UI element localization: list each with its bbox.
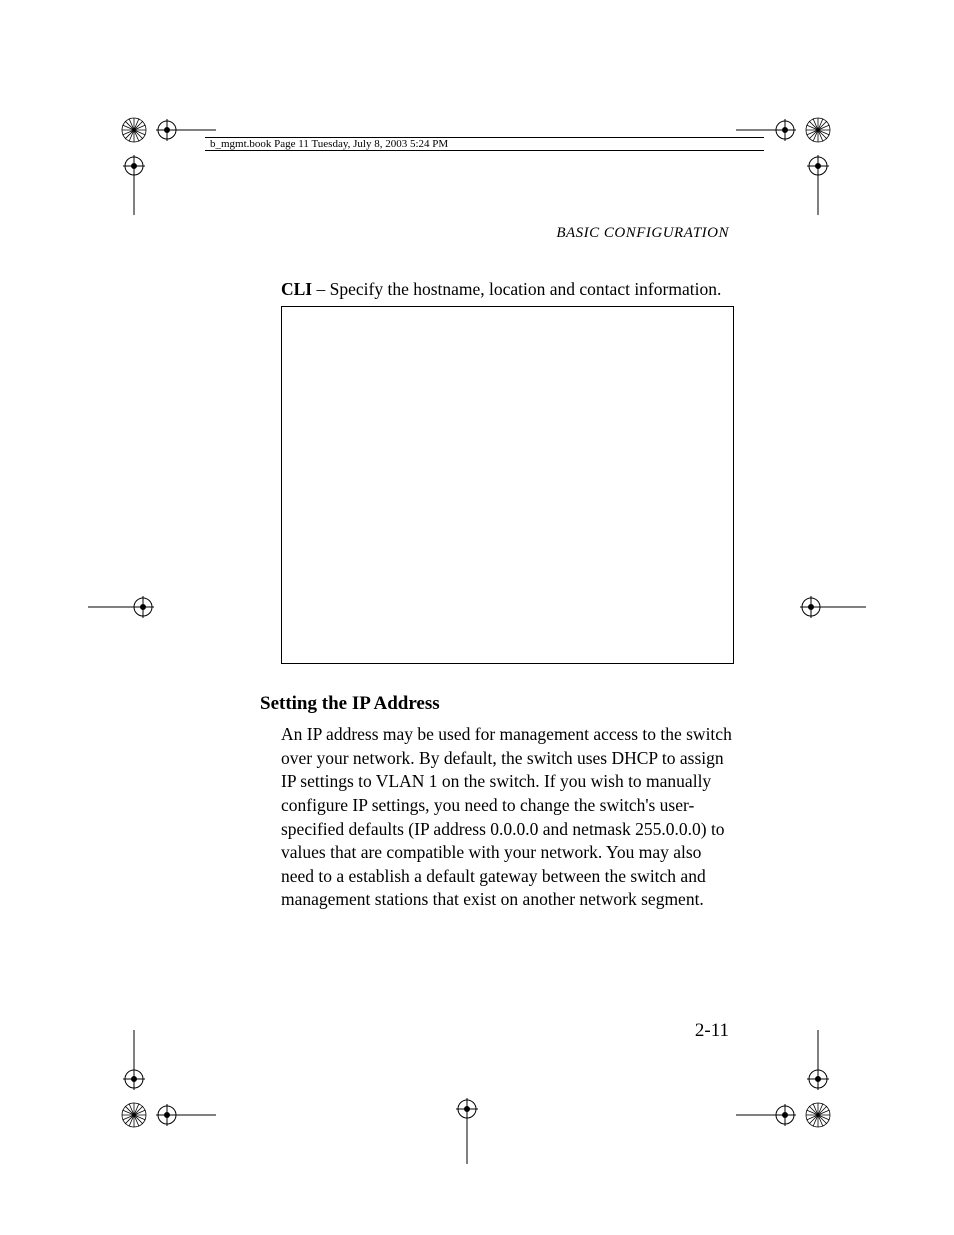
header-text: b_mgmt.book Page 11 Tuesday, July 8, 200… (210, 138, 448, 150)
header-rule-bottom (205, 150, 764, 151)
crop-cross-tl-b (123, 155, 145, 215)
cli-line: CLI – Specify the hostname, location and… (281, 278, 741, 302)
code-box (281, 306, 734, 664)
page-number: 2-11 (695, 1020, 729, 1042)
crop-starburst-bl (121, 1102, 147, 1128)
cli-bold: CLI (281, 279, 312, 299)
crop-starburst-br (805, 1102, 831, 1128)
section-heading: Setting the IP Address (260, 693, 440, 715)
crop-cross-bl-b (123, 1030, 145, 1090)
crop-starburst-tl (121, 117, 147, 143)
crop-cross-right-mid (796, 596, 866, 618)
running-head: BASIC CONFIGURATION (556, 225, 729, 242)
crop-cross-tr-b (807, 155, 829, 215)
crop-starburst-tr (805, 117, 831, 143)
cli-rest: – Specify the hostname, location and con… (312, 279, 721, 299)
crop-cross-bottom-mid (456, 1094, 478, 1164)
crop-cross-left-mid (88, 596, 158, 618)
crop-cross-br-a (736, 1104, 796, 1126)
crop-cross-bl-a (156, 1104, 216, 1126)
ip-paragraph: An IP address may be used for management… (281, 723, 736, 912)
crop-cross-br-b (807, 1030, 829, 1090)
